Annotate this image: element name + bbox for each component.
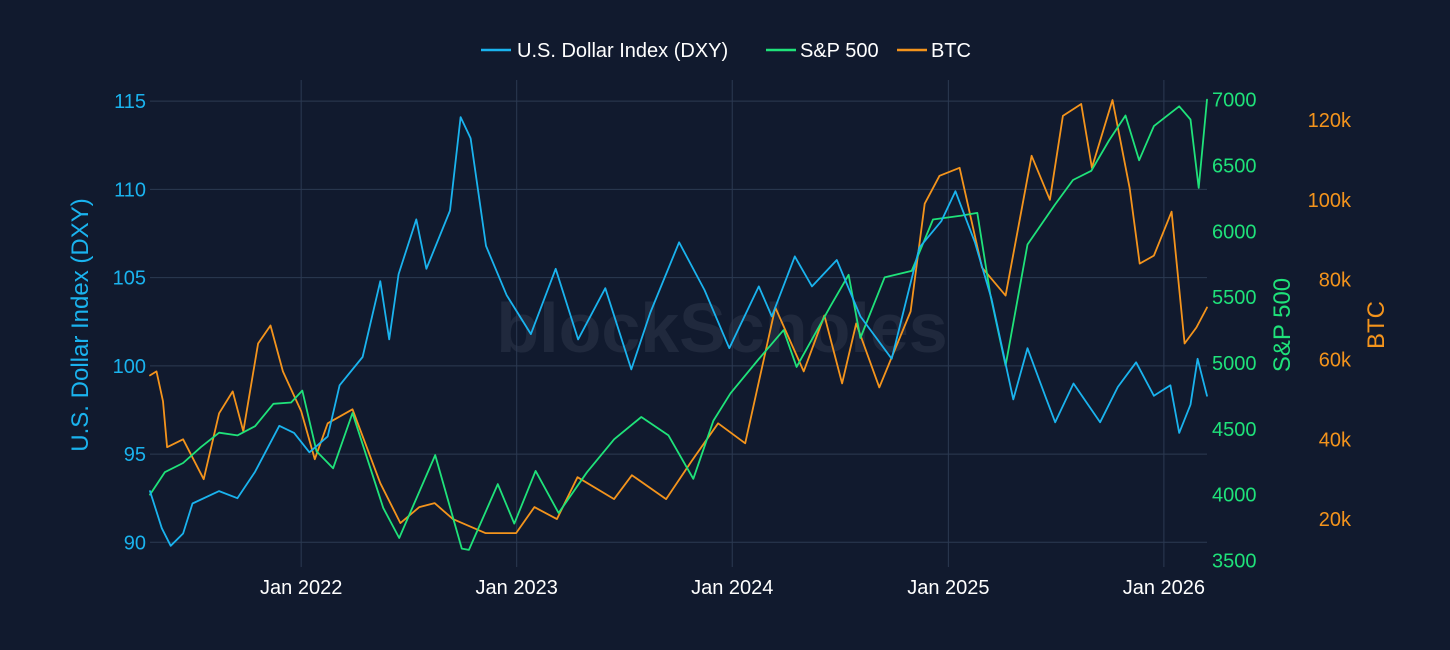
legend-label-btc: BTC	[931, 40, 971, 62]
axis-titles: U.S. Dollar Index (DXY) S&P 500 BTC	[67, 198, 1390, 451]
legend-item-btc[interactable]: BTC	[897, 40, 971, 62]
x-tick-label: Jan 2024	[691, 577, 773, 599]
dxy-tick-label: 115	[114, 91, 146, 113]
btc-tick-label: 80k	[1319, 270, 1352, 292]
x-tick-label: Jan 2026	[1123, 577, 1205, 599]
axis-ticks: Jan 2022 Jan 2023 Jan 2024 Jan 2025 Jan 2026…	[113, 90, 1352, 599]
legend: U.S. Dollar Index (DXY) S&P 500 BTC	[481, 40, 971, 62]
legend-label-sp500: S&P 500	[800, 40, 879, 62]
left-axis-title: U.S. Dollar Index (DXY)	[67, 198, 94, 451]
dxy-tick-label: 100	[113, 356, 146, 378]
x-tick-label: Jan 2023	[476, 577, 558, 599]
sp500-tick-label: 3500	[1212, 550, 1257, 572]
sp500-tick-label: 5000	[1212, 353, 1257, 375]
btc-tick-label: 20k	[1319, 509, 1352, 531]
line-btc	[149, 99, 1208, 534]
legend-label-dxy: U.S. Dollar Index (DXY)	[517, 40, 728, 62]
line-sp500	[149, 98, 1208, 551]
watermark: blockScholes	[496, 289, 947, 367]
gridlines	[150, 80, 1207, 567]
dxy-tick-label: 105	[113, 268, 146, 290]
sp500-tick-label: 7000	[1212, 90, 1257, 112]
x-tick-label: Jan 2022	[260, 577, 342, 599]
sp500-tick-label: 6000	[1212, 221, 1257, 243]
x-tick-label: Jan 2025	[907, 577, 989, 599]
dxy-tick-label: 90	[124, 532, 146, 554]
sp500-tick-label: 4500	[1212, 419, 1257, 441]
btc-tick-label: 120k	[1308, 110, 1352, 132]
sp500-axis-title: S&P 500	[1269, 278, 1296, 372]
sp500-tick-label: 5500	[1212, 287, 1257, 309]
btc-tick-label: 60k	[1319, 349, 1352, 371]
btc-tick-label: 100k	[1308, 190, 1352, 212]
dxy-tick-label: 110	[114, 179, 146, 201]
legend-item-sp500[interactable]: S&P 500	[766, 40, 879, 62]
line-dxy	[149, 116, 1208, 547]
legend-item-dxy[interactable]: U.S. Dollar Index (DXY)	[481, 40, 728, 62]
sp500-tick-label: 4000	[1212, 485, 1257, 507]
sp500-tick-label: 6500	[1212, 156, 1257, 178]
btc-tick-label: 40k	[1319, 429, 1352, 451]
dxy-tick-label: 95	[124, 444, 146, 466]
btc-axis-title: BTC	[1363, 301, 1390, 349]
series-lines	[149, 98, 1208, 551]
